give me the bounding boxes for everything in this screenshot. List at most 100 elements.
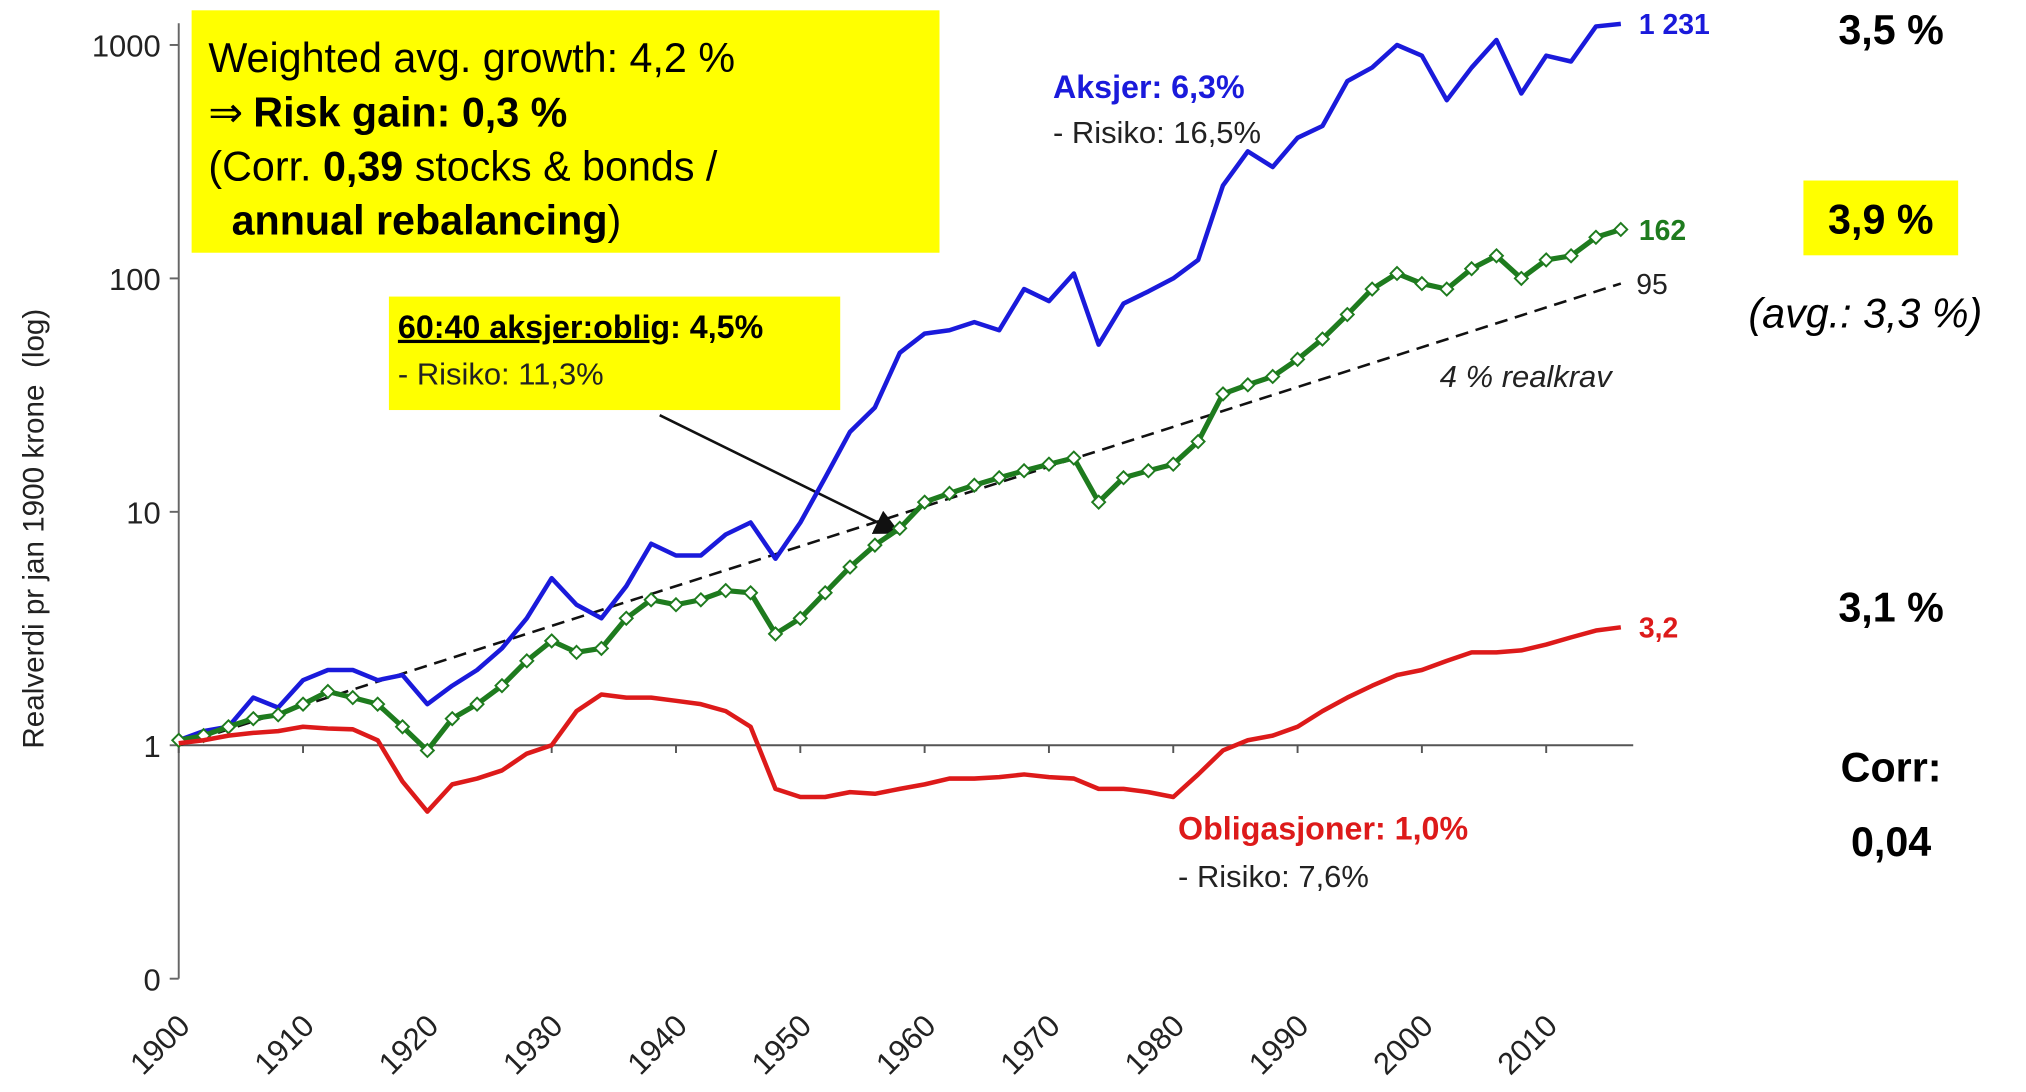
x-tick-label: 1910 [247,1008,320,1081]
y-axis-label: Realverdi pr jan 1900 krone (log) [17,309,50,749]
series-label: Obligasjoner: 1,0% [1178,810,1468,846]
point [270,707,286,723]
point [1538,252,1555,268]
point [941,485,958,502]
point [494,677,510,694]
point [643,591,659,608]
arrow [659,414,901,534]
x-tick-label: 2010 [1491,1008,1564,1081]
box-text: (Corr. [208,144,323,190]
y-tick-label: 100 [109,262,161,297]
point [792,610,809,627]
point [1264,368,1281,385]
point [220,718,237,735]
side-highlight [1803,180,1959,256]
series-line [178,625,1622,814]
point [245,710,262,727]
x-tick-label: 1900 [123,1008,196,1081]
point [419,742,436,759]
point [1165,456,1182,472]
x-tick-label: 1940 [620,1008,693,1081]
mix-label: 60:40 aksjer:oblig: 4,5% [398,309,763,345]
point [1065,450,1082,466]
x-tick-label: 1950 [745,1008,818,1081]
point [618,610,635,627]
x-tick-label: 2000 [1366,1008,1439,1081]
side-note: 3,1 % [1838,585,1943,631]
point [668,596,684,613]
point [1090,494,1107,510]
series-label: Aksjer: 6,3% [1053,69,1245,105]
series-line [177,21,1622,743]
box-arrow: ⇒ [208,89,243,135]
box-rebal: annual rebalancing [232,198,608,244]
point [1612,221,1629,238]
summary-box [191,10,940,253]
point [1016,462,1032,479]
point [344,689,361,706]
point [767,626,784,642]
series-risk: - Risiko: 16,5% [1053,115,1261,150]
mix-name: 60:40 aksjer:oblig [398,309,670,345]
point [1289,351,1306,368]
point [1115,469,1132,486]
point [1215,386,1231,402]
x-tick-label: 1930 [496,1008,569,1081]
mix-return: : 4,5% [670,309,763,345]
point [1041,456,1057,472]
point [1190,433,1206,450]
series-risk: - Risiko: 7,6% [1178,859,1369,894]
box-line: (Corr. 0,39 stocks & bonds / [208,144,718,190]
point [867,537,883,553]
side-note: 3,9 % [1828,196,1933,242]
side-note: 3,5 % [1838,7,1943,53]
point [170,732,187,749]
side-note: 0,04 [1851,819,1931,865]
point [1364,281,1380,297]
x-tick-label: 1990 [1242,1008,1315,1081]
box-gain: Risk gain: 0,3 % [253,89,567,135]
y-tick-label: 1 [143,729,160,764]
point [1463,260,1480,277]
point [1488,247,1505,264]
point [817,584,833,601]
point [1339,306,1356,323]
point [1513,270,1530,287]
side-note: Corr: [1841,744,1942,790]
point [1140,462,1157,479]
point [717,582,734,599]
point [1314,331,1331,347]
point [916,494,933,510]
reference-label: 4 % realkrav [1440,359,1613,394]
x-tick-label: 1980 [1118,1008,1191,1081]
box-corr: 0,39 [323,144,403,190]
box-line: ⇒ Risk gain: 0,3 % [208,89,567,135]
mix-risk: - Risiko: 11,3% [398,356,604,391]
point [1389,265,1405,282]
reference-line [178,282,1622,747]
point [394,718,411,735]
point [742,584,759,601]
point [518,653,535,669]
point [693,591,709,608]
point [1240,377,1256,393]
point [543,633,560,649]
x-tick-label: 1920 [372,1008,445,1081]
box-line: annual rebalancing) [232,198,622,244]
point [966,477,983,494]
point [1438,281,1455,297]
point [320,683,336,700]
end-label: 3,2 [1639,613,1678,645]
box-line: Weighted avg. growth: 4,2 % [208,35,735,81]
box-text: stocks & bonds / [403,144,718,190]
end-label: 95 [1636,269,1668,301]
y-tick-label: 1000 [92,29,161,64]
point [469,696,485,712]
y-tick-label: 0 [143,962,160,997]
x-tick-label: 1960 [869,1008,942,1081]
point [1414,275,1430,292]
point [842,559,858,575]
point [444,710,461,727]
point [991,469,1008,486]
